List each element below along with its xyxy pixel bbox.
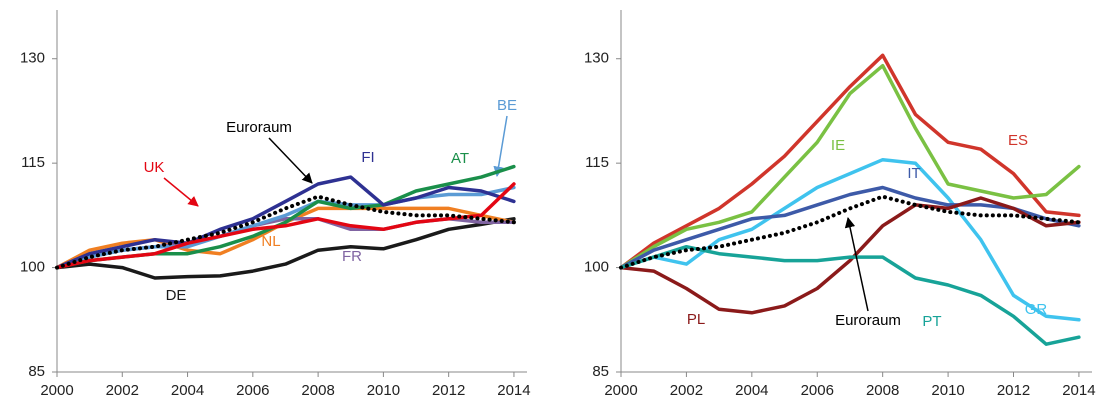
series-label: NL: [261, 233, 280, 250]
series-label: GR: [1025, 301, 1048, 318]
x-tick-label: 2006: [236, 382, 269, 399]
x-tick-label: 2012: [997, 382, 1030, 399]
series-line: [619, 196, 1081, 315]
series-line: [619, 194, 1081, 270]
series-line: [55, 182, 516, 270]
x-tick-label: 2000: [604, 382, 637, 399]
x-tick-label: 2000: [40, 382, 73, 399]
label-arrow: [163, 177, 199, 207]
series-label: FR: [342, 248, 362, 265]
x-tick-label: 2002: [670, 382, 703, 399]
series-label: Euroraum: [835, 312, 901, 329]
series-line: [619, 63, 1081, 270]
series-line: [55, 175, 516, 270]
y-tick-label: 115: [21, 154, 45, 171]
series-label: AT: [451, 150, 469, 167]
series-label: DE: [166, 287, 187, 304]
x-tick-label: 2010: [931, 382, 964, 399]
series-label: UK: [144, 159, 165, 176]
series-line: [619, 53, 1081, 270]
x-tick-label: 2008: [866, 382, 899, 399]
y-tick-label: 100: [584, 259, 609, 276]
series-label: BE: [497, 97, 517, 114]
series-label: IT: [907, 165, 920, 182]
y-tick-label: 100: [20, 259, 45, 276]
x-tick-label: 2004: [735, 382, 768, 399]
series-label: PT: [922, 313, 941, 330]
x-tick-label: 2014: [1062, 382, 1095, 399]
series-line: [55, 217, 516, 280]
label-arrow: [844, 216, 869, 312]
y-tick-label: 130: [20, 50, 45, 67]
x-tick-label: 2006: [801, 382, 834, 399]
x-tick-label: 2014: [497, 382, 530, 399]
series-line: [55, 194, 516, 270]
x-tick-label: 2002: [106, 382, 139, 399]
label-arrow: [493, 115, 508, 178]
y-tick-label: 130: [584, 50, 609, 67]
series-label: ES: [1008, 132, 1028, 149]
series-label: PL: [687, 311, 705, 328]
y-tick-label: 115: [585, 154, 609, 171]
series-line: [619, 157, 1081, 322]
x-tick-label: 2012: [432, 382, 465, 399]
y-tick-label: 85: [28, 363, 45, 380]
x-tick-label: 2004: [171, 382, 204, 399]
x-tick-label: 2008: [301, 382, 334, 399]
series-line: [619, 185, 1081, 270]
series-label: Euroraum: [226, 119, 292, 136]
y-tick-label: 85: [592, 363, 609, 380]
series-label: FI: [361, 149, 374, 166]
x-tick-label: 2010: [367, 382, 400, 399]
series-label: IE: [831, 137, 845, 154]
label-arrow: [268, 137, 313, 184]
